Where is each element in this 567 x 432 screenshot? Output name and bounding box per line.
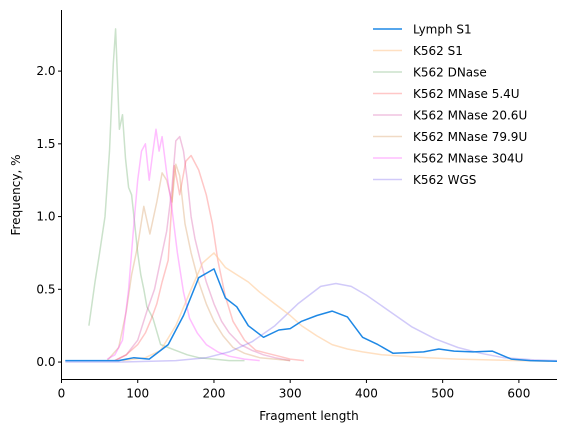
legend-label-k562-mnase-5-4u: K562 MNase 5.4U — [413, 87, 520, 101]
legend-label-k562-mnase-304u: K562 MNase 304U — [413, 152, 523, 166]
y-tick-label: 0.5 — [36, 282, 55, 296]
x-tick-label: 300 — [279, 387, 302, 401]
legend: Lymph S1 K562 S1 K562 DNase K562 MNase 5.4U… — [373, 23, 527, 187]
y-tick-label: 2.0 — [36, 64, 55, 78]
legend-label-k562-dnase: K562 DNase — [413, 66, 487, 80]
legend-label-k562-s1: K562 S1 — [413, 44, 463, 58]
series-line-lymph-s1 — [65, 268, 558, 363]
y-tick-label: 1.0 — [36, 210, 55, 224]
legend-label-k562-mnase-79-9u: K562 MNase 79.9U — [413, 130, 527, 144]
y-tick-label: 0.0 — [36, 355, 55, 369]
x-tick-label: 100 — [126, 387, 149, 401]
series-line-k562-mnase-5-4u — [114, 154, 304, 362]
series-line-k562-wgs — [65, 282, 558, 363]
x-tick-label: 200 — [203, 387, 226, 401]
legend-label-k562-wgs: K562 WGS — [413, 173, 476, 187]
plot-lines — [65, 28, 558, 363]
series-line-k562-mnase-304u — [106, 128, 260, 362]
series-line-k562-mnase-79-9u — [106, 163, 291, 362]
y-axis-label: Frequency, % — [9, 154, 23, 235]
x-tick-label: 500 — [431, 387, 454, 401]
x-ticks: 0 100 200 300 400 500 600 — [58, 379, 530, 401]
x-tick-label: 0 — [58, 387, 66, 401]
y-ticks: 0.0 0.5 1.0 1.5 2.0 — [36, 64, 62, 369]
x-tick-label: 400 — [355, 387, 378, 401]
y-tick-label: 1.5 — [36, 137, 55, 151]
series-line-k562-dnase — [88, 28, 245, 362]
legend-label-lymph-s1: Lymph S1 — [413, 23, 472, 37]
x-axis-label: Fragment length — [259, 409, 358, 423]
series-line-k562-mnase-20-6u — [114, 135, 291, 362]
legend-label-k562-mnase-20-6u: K562 MNase 20.6U — [413, 109, 527, 123]
x-tick-label: 600 — [507, 387, 530, 401]
series-line-k562-s1 — [122, 252, 550, 363]
